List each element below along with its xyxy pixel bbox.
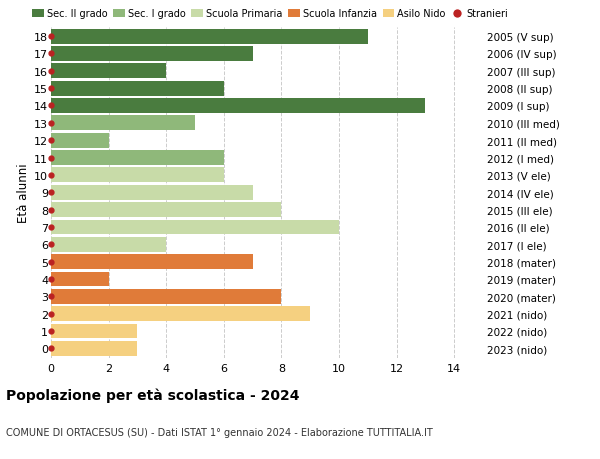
Bar	[51, 203, 281, 218]
Text: Popolazione per età scolastica - 2024: Popolazione per età scolastica - 2024	[6, 388, 299, 403]
Bar	[51, 134, 109, 148]
Bar	[51, 289, 281, 304]
Bar	[51, 116, 195, 131]
Legend: Sec. II grado, Sec. I grado, Scuola Primaria, Scuola Infanzia, Asilo Nido, Stran: Sec. II grado, Sec. I grado, Scuola Prim…	[32, 10, 508, 19]
Bar	[51, 272, 109, 287]
Bar	[51, 220, 339, 235]
Bar	[51, 324, 137, 339]
Bar	[51, 64, 166, 79]
Bar	[51, 255, 253, 269]
Y-axis label: Età alunni: Età alunni	[17, 163, 30, 223]
Text: COMUNE DI ORTACESUS (SU) - Dati ISTAT 1° gennaio 2024 - Elaborazione TUTTITALIA.: COMUNE DI ORTACESUS (SU) - Dati ISTAT 1°…	[6, 427, 433, 437]
Bar	[51, 99, 425, 114]
Bar	[51, 168, 224, 183]
Bar	[51, 151, 224, 166]
Bar	[51, 237, 166, 252]
Bar	[51, 307, 310, 321]
Bar	[51, 82, 224, 96]
Bar	[51, 47, 253, 62]
Bar	[51, 185, 253, 200]
Bar	[51, 341, 137, 356]
Bar	[51, 30, 368, 45]
